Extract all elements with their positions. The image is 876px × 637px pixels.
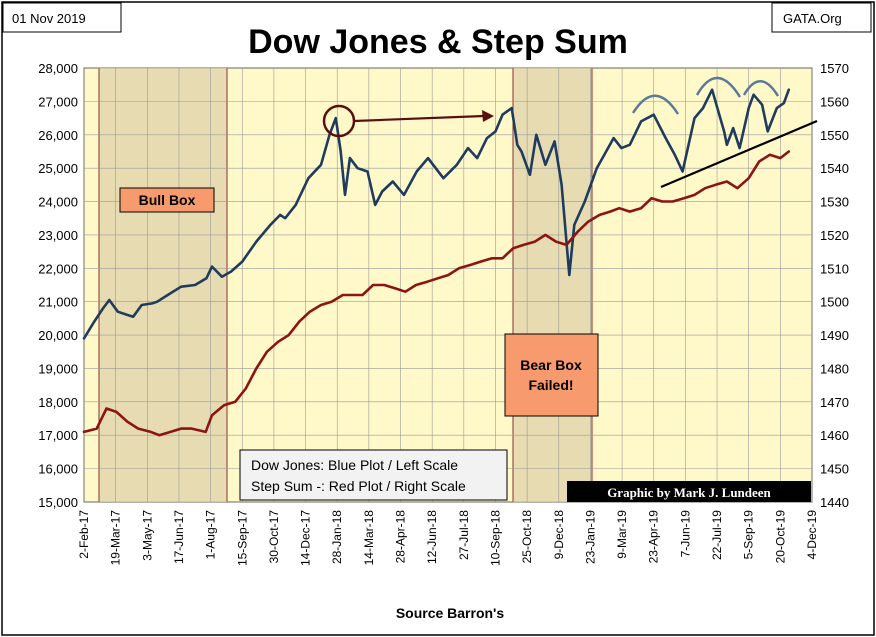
right-tick-label: 1460 [820,428,849,443]
left-tick-label: 16,000 [38,462,78,477]
x-tick-label: 23-Jan-19 [583,510,597,564]
right-tick-label: 1450 [820,462,849,477]
right-tick-label: 1520 [820,228,849,243]
legend-note-box [239,449,508,501]
x-tick-label: 25-Oct-18 [520,510,534,564]
x-tick-label: 2-Feb-17 [77,510,91,559]
bull-box-shade [99,68,227,502]
x-tick-label: 7-Jun-19 [678,510,692,558]
top-arc-3 [742,80,780,97]
source-label: Source Barron's [396,605,505,621]
x-tick-label: 23-Apr-19 [647,510,661,564]
right-tick-label: 1490 [820,328,849,343]
x-tick-label: 19-Mar-17 [109,510,123,566]
x-tick-label: 1-Aug-17 [204,510,218,560]
date-box [2,2,122,33]
x-tick-label: 28-Apr-18 [394,510,408,564]
x-tick-label: 9-Dec-18 [552,510,566,560]
bull-box-label-bg [119,187,215,213]
bear-box-label-line1: Bear Box [520,357,582,373]
credit-label: Graphic by Mark J. Lundeen [607,485,771,500]
x-tick-label: 10-Sep-18 [488,510,502,566]
left-tick-label: 17,000 [38,428,78,443]
chart-title: Dow Jones & Step Sum [248,23,628,61]
left-tick-label: 20,000 [38,328,78,343]
site-label: GATA.Org [783,11,842,26]
credit-box [567,481,811,502]
bear-box-label-bg [504,333,599,417]
bull-box [98,68,228,502]
left-tick-label: 19,000 [38,361,78,376]
x-tick-label: 14-Mar-18 [362,510,376,566]
top-arc-1 [631,94,680,115]
left-tick-label: 25,000 [38,161,78,176]
axis-ticks: 15,000 16,000 17,000 18,000 19,000 20,000 21,0… [38,61,849,566]
left-tick-label: 15,000 [38,495,78,510]
left-tick-label: 22,000 [38,261,78,276]
series-layer [82,88,791,437]
x-tick-label: 15-Sep-17 [235,510,249,566]
right-tick-label: 1530 [820,195,849,210]
x-tick-label: 28-Jan-18 [330,510,344,564]
left-tick-label: 28,000 [38,61,78,76]
x-tick-label: 27-Jul-18 [457,510,471,560]
right-tick-label: 1570 [820,61,849,76]
left-tick-label: 26,000 [38,128,78,143]
trend-line [660,119,818,189]
right-tick-label: 1480 [820,361,849,376]
left-tick-label: 18,000 [38,395,78,410]
right-tick-label: 1560 [820,94,849,109]
x-tick-label: 4-Dec-19 [805,510,819,560]
right-tick-label: 1500 [820,295,849,310]
right-tick-label: 1540 [820,161,849,176]
right-tick-label: 1550 [820,128,849,143]
x-tick-label: 30-Oct-17 [267,510,281,564]
dow-jones-line [82,88,791,340]
left-tick-label: 24,000 [38,195,78,210]
peak-arrowhead [482,110,494,122]
bear-box [512,68,593,502]
legend-note-line1: Dow Jones: Blue Plot / Left Scale [251,457,458,473]
right-tick-label: 1440 [820,495,849,510]
x-tick-label: 17-Jun-17 [172,510,186,564]
step-sum-line [82,150,791,437]
left-tick-label: 23,000 [38,228,78,243]
site-box [771,2,872,33]
right-tick-label: 1470 [820,395,849,410]
x-tick-label: 22-Jul-19 [710,510,724,560]
bear-box-shade [513,68,592,502]
x-tick-label: 5-Sep-19 [742,510,756,560]
x-tick-label: 14-Dec-17 [299,510,313,566]
right-tick-label: 1510 [820,261,849,276]
bull-box-label: Bull Box [139,192,196,208]
x-tick-label: 3-May-17 [140,510,154,561]
peak-arrow [353,114,485,123]
bear-box-label-line2: Failed! [528,377,573,393]
x-tick-label: 12-Jun-18 [425,510,439,564]
left-tick-label: 21,000 [38,295,78,310]
left-tick-label: 27,000 [38,94,78,109]
legend-note-line2: Step Sum -: Red Plot / Right Scale [251,478,466,494]
date-label: 01 Nov 2019 [12,11,86,26]
x-tick-label: 9-Mar-19 [615,510,629,559]
top-arc-2 [695,76,742,98]
x-tick-label: 20-Oct-19 [773,510,787,564]
annotations [322,76,818,189]
